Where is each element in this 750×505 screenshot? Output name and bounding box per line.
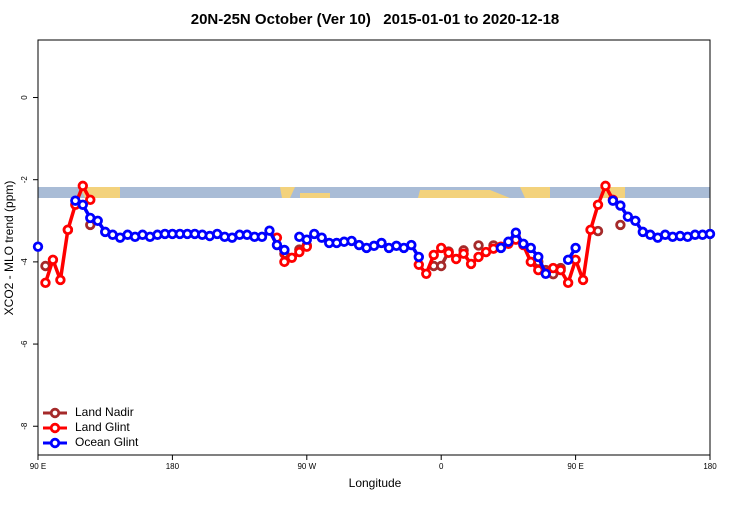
data-point (525, 242, 536, 254)
data-point (585, 224, 596, 236)
x-tick-label: 90 E (567, 462, 583, 471)
legend-marker (49, 437, 61, 449)
data-point (279, 244, 290, 256)
data-point (376, 237, 387, 249)
map-strip (38, 187, 710, 198)
data-point (406, 239, 417, 251)
data-point (309, 228, 320, 240)
legend-marker (49, 407, 61, 419)
data-point (533, 251, 544, 263)
data-point (510, 227, 522, 238)
data-point (421, 268, 432, 279)
data-point (473, 251, 484, 263)
data-point (525, 256, 536, 268)
y-tick-label: -4 (20, 258, 29, 266)
data-point (562, 277, 574, 289)
data-point (540, 268, 551, 279)
data-point (615, 219, 626, 231)
data-point (577, 274, 589, 286)
y-tick-label: -6 (20, 340, 29, 348)
legend-label: Land Nadir (75, 405, 134, 419)
data-point (32, 241, 44, 252)
data-point (503, 236, 514, 247)
data-point (85, 194, 96, 206)
x-tick-label: 180 (703, 462, 717, 471)
data-point (600, 180, 611, 192)
data-point (271, 239, 283, 251)
x-tick-label: 180 (166, 462, 180, 471)
data-point (62, 224, 74, 236)
data-point (570, 242, 581, 254)
data-point (443, 247, 454, 259)
data-point (40, 260, 51, 272)
data-point (279, 256, 290, 268)
data-point (555, 264, 566, 276)
data-point (465, 258, 477, 270)
data-point (286, 252, 298, 263)
data-point (622, 211, 634, 222)
data-point (294, 246, 305, 258)
data-point (615, 200, 626, 211)
data-point (607, 195, 619, 206)
x-axis-label: Longitude (349, 476, 402, 490)
data-point (264, 225, 275, 236)
data-point (428, 249, 439, 261)
x-tick-label: 90 E (30, 462, 46, 471)
data-point (436, 260, 447, 272)
data-point (458, 248, 469, 259)
data-point (316, 232, 327, 243)
data-point (450, 253, 462, 265)
data-point (40, 277, 51, 289)
data-point (70, 195, 81, 206)
data-point (256, 231, 268, 243)
x-tick-label: 0 (439, 462, 444, 471)
y-tick-label: -2 (20, 176, 29, 184)
data-point (413, 251, 424, 263)
legend-label: Ocean Glint (75, 435, 139, 449)
y-axis-label: XCO2 - MLO trend (ppm) (2, 181, 16, 316)
data-point (77, 180, 88, 192)
data-point (346, 235, 357, 247)
data-point (562, 254, 574, 266)
data-point (704, 228, 716, 240)
data-point (473, 240, 484, 251)
data-point (47, 254, 59, 266)
y-tick-label: 0 (20, 95, 29, 100)
x-tick-label: 90 W (297, 462, 316, 471)
data-point (630, 215, 641, 226)
y-tick-label: -8 (20, 422, 29, 430)
data-point (92, 215, 103, 226)
chart-title: 20N-25N October (Ver 10) 2015-01-01 to 2… (191, 11, 560, 28)
legend-label: Land Glint (75, 420, 130, 434)
data-point (301, 234, 312, 245)
data-point (55, 274, 66, 286)
data-point (495, 242, 507, 254)
data-point (436, 242, 447, 254)
data-point (518, 238, 529, 250)
data-point (77, 199, 88, 210)
data-point (592, 199, 604, 210)
legend-marker (49, 422, 61, 434)
